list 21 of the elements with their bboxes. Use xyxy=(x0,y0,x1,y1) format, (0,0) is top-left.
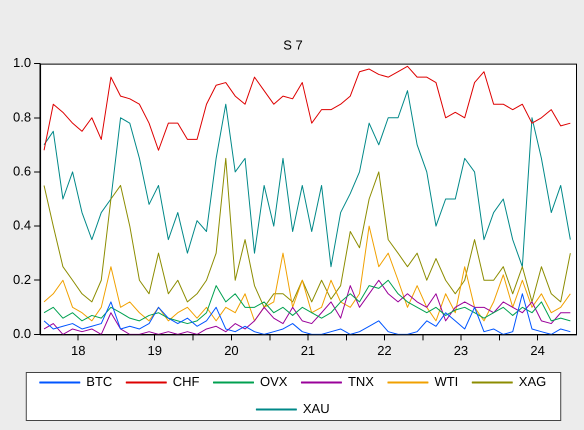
legend-label: XAG xyxy=(518,374,546,390)
x-tick-label: 20 xyxy=(224,342,239,358)
y-tick-label: 0.6 xyxy=(12,164,32,178)
y-tick-label: 0.8 xyxy=(12,109,32,124)
x-tick-label: 24 xyxy=(530,342,545,358)
y-tick-label: 0.0 xyxy=(12,326,32,341)
x-tick-label: 19 xyxy=(147,342,162,358)
legend-label: XAU xyxy=(302,401,330,416)
legend-label: TNX xyxy=(348,374,374,390)
y-tick-label: 1.0 xyxy=(12,55,32,70)
legend-label: WTI xyxy=(434,374,458,390)
x-tick-label: 21 xyxy=(300,342,316,358)
x-tick-label: 23 xyxy=(454,342,468,358)
x-tick-label: 18 xyxy=(70,342,86,358)
legend-label: CHF xyxy=(172,374,200,390)
y-tick-label: 0.2 xyxy=(12,272,32,287)
y-tick-label: 0.4 xyxy=(12,218,32,233)
legend-label: OVX xyxy=(260,374,288,390)
legend-label: BTC xyxy=(86,374,112,390)
x-tick-label: 22 xyxy=(377,342,392,358)
chart-title: S 7 xyxy=(283,37,303,52)
